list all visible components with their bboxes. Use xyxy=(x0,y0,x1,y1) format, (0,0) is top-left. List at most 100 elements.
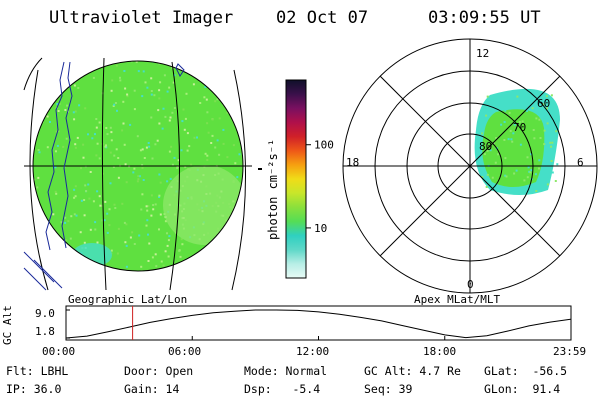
speckle xyxy=(545,181,548,184)
speckle xyxy=(226,241,229,244)
time-tick-1800: 18:00 xyxy=(423,345,457,358)
speckle xyxy=(49,121,51,123)
speckle xyxy=(238,81,241,84)
speckle xyxy=(228,61,231,63)
speckle xyxy=(142,70,145,73)
speckle xyxy=(219,83,222,86)
mlt-spoke xyxy=(379,75,561,257)
speckle xyxy=(116,109,118,112)
speckle xyxy=(550,145,553,148)
speckle xyxy=(245,68,247,70)
speckle xyxy=(72,65,75,67)
speckle xyxy=(70,265,73,268)
speckle xyxy=(166,232,168,235)
speckle xyxy=(119,79,122,82)
speckle xyxy=(223,98,226,101)
speckle xyxy=(153,94,156,97)
altitude-ytick-min: 1.8 xyxy=(35,325,55,338)
longitude-line xyxy=(29,69,49,291)
speckle xyxy=(56,103,59,105)
speckle xyxy=(168,119,171,122)
speckle xyxy=(53,78,56,80)
speckle xyxy=(158,196,161,198)
speckle xyxy=(57,130,60,133)
speckle xyxy=(51,69,54,72)
speckle xyxy=(157,109,160,112)
speckle xyxy=(196,76,199,78)
speckle xyxy=(186,149,189,152)
speckle xyxy=(56,144,59,147)
instrument-title: Ultraviolet Imager xyxy=(49,8,234,28)
speckle xyxy=(82,156,85,159)
speckle xyxy=(49,72,52,75)
observation-date: 02 Oct 07 xyxy=(276,8,369,28)
speckle xyxy=(218,153,221,156)
speckle xyxy=(226,71,229,74)
speckle xyxy=(152,208,155,211)
speckle xyxy=(65,239,68,242)
speckle xyxy=(77,87,80,89)
speckle xyxy=(73,213,76,216)
speckle xyxy=(74,110,77,113)
speckle xyxy=(53,254,56,257)
mlt-label-0: 0 xyxy=(467,278,474,291)
speckle xyxy=(491,176,494,179)
speckle xyxy=(492,142,495,145)
altitude-plot-frame xyxy=(65,305,572,341)
speckle xyxy=(122,122,125,125)
speckle xyxy=(240,135,243,138)
speckle xyxy=(81,263,84,266)
speckle xyxy=(555,130,558,133)
speckle xyxy=(148,242,151,245)
speckle xyxy=(210,142,213,144)
mlt-spokes xyxy=(343,39,597,293)
speckle xyxy=(33,144,35,147)
speckle xyxy=(172,81,175,84)
speckle xyxy=(113,103,116,106)
speckle xyxy=(154,253,157,256)
speckle xyxy=(240,216,243,219)
speckle xyxy=(218,88,221,91)
speckle xyxy=(150,194,153,197)
speckle xyxy=(184,117,187,120)
speckle xyxy=(129,123,132,126)
speckle xyxy=(84,107,87,110)
speckle xyxy=(534,173,537,176)
speckle xyxy=(529,171,532,174)
speckle xyxy=(510,138,513,141)
speckle xyxy=(193,136,196,139)
speckle xyxy=(169,116,172,119)
speckle xyxy=(222,93,225,96)
speckle xyxy=(209,69,211,71)
speckle xyxy=(66,262,69,265)
speckle xyxy=(141,193,144,196)
speckle xyxy=(83,199,86,201)
speckle xyxy=(168,86,171,89)
speckle xyxy=(556,129,559,132)
speckle xyxy=(133,167,136,170)
speckle xyxy=(509,129,512,132)
speckle xyxy=(526,176,529,179)
speckle xyxy=(122,100,125,103)
speckle xyxy=(206,154,209,157)
speckle xyxy=(545,95,548,98)
speckle xyxy=(486,173,489,176)
speckle xyxy=(217,262,220,265)
mlt-label-12: 12 xyxy=(476,47,490,60)
speckle xyxy=(62,256,65,259)
speckle xyxy=(109,151,112,154)
speckle xyxy=(34,107,37,110)
speckle xyxy=(237,207,240,209)
speckle xyxy=(543,143,546,146)
speckle xyxy=(166,180,169,183)
speckle xyxy=(491,99,494,102)
speckle xyxy=(186,132,189,135)
speckle xyxy=(519,98,522,101)
speckle xyxy=(154,143,157,146)
speckle xyxy=(192,83,195,86)
speckle xyxy=(222,128,225,131)
speckle xyxy=(214,100,217,103)
glon-value: GLon: 91.4 xyxy=(484,382,561,396)
speckle xyxy=(546,98,549,101)
